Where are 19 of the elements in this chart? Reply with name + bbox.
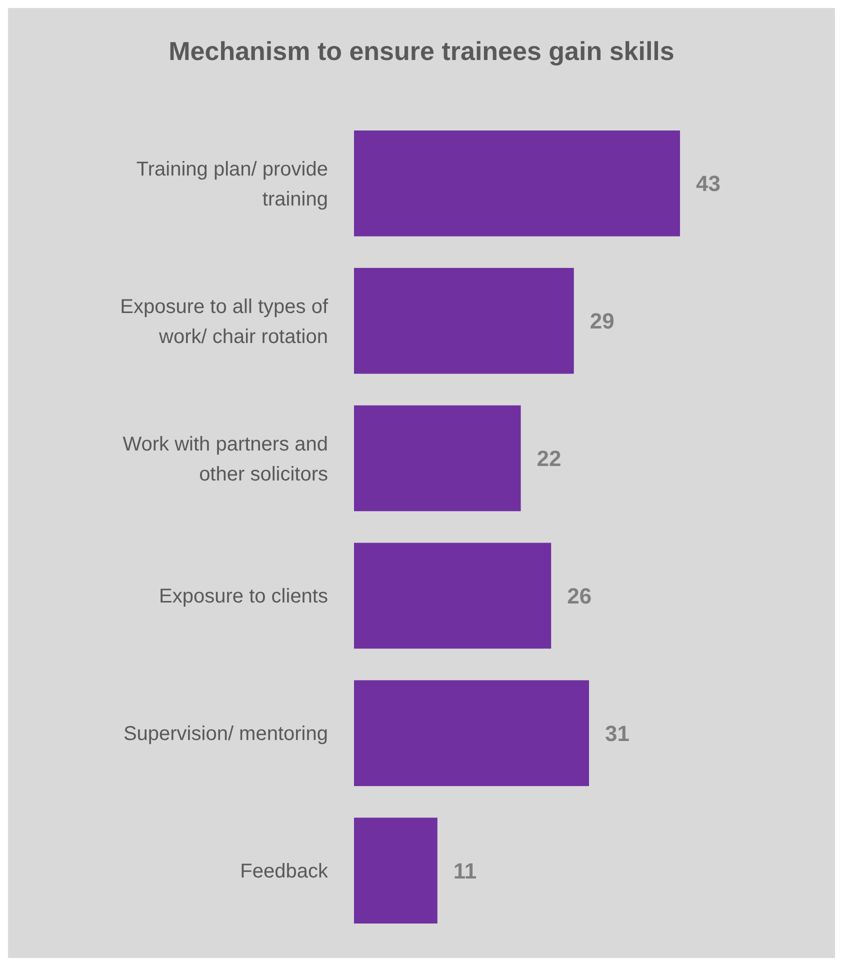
bar [354, 405, 521, 512]
data-label: 29 [590, 308, 614, 334]
y-tick-label: Supervision/ mentoring [123, 723, 328, 746]
bar [354, 268, 574, 374]
y-tick-label: Feedback [240, 860, 329, 883]
bar [354, 130, 680, 236]
data-label: 43 [696, 171, 720, 196]
bar [354, 680, 590, 786]
bar [354, 542, 552, 649]
data-label: 11 [453, 858, 477, 884]
data-label: 31 [605, 720, 630, 746]
y-tick-label: Exposure to clients [159, 586, 328, 608]
y-tick-label: Work with partners and other solicitors [122, 433, 328, 486]
y-tick-label: Training plan/ provide training [136, 158, 328, 210]
chart-title: Mechanism to ensure trainees gain skills [168, 36, 674, 66]
data-label: 26 [567, 583, 592, 608]
bar [354, 818, 438, 924]
data-label: 22 [536, 446, 562, 471]
y-tick-label: Exposure to all types of work/ chair rotation [120, 296, 328, 348]
